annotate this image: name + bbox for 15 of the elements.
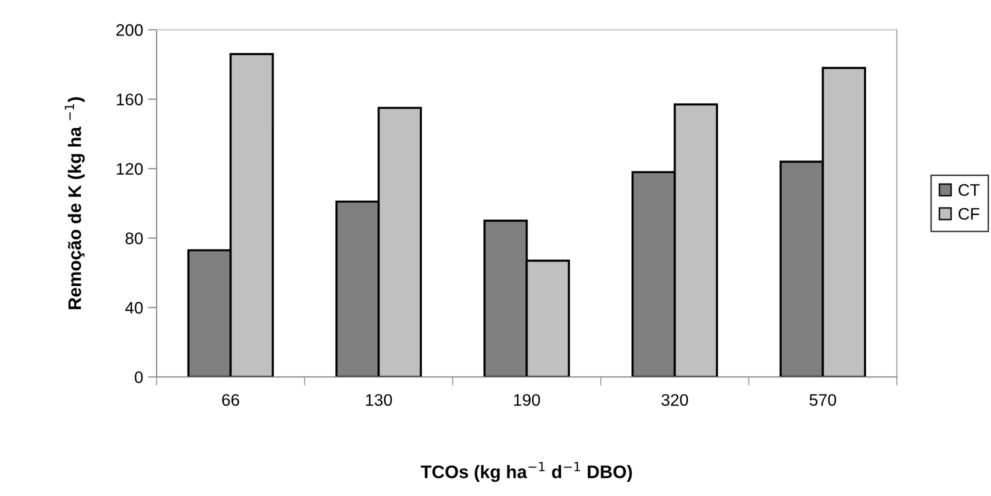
x-axis-title: TCOs (kg ha$^{−1}$ d$^{−1}$ DBO) — [420, 462, 632, 482]
y-tick-label: 40 — [125, 302, 143, 314]
x-tick-label: 570 — [810, 394, 836, 406]
y-tick-label: 120 — [116, 163, 143, 175]
y-tick-label: 200 — [116, 24, 143, 36]
legend-label: CF — [958, 208, 980, 220]
legend-label: CT — [958, 184, 980, 196]
x-tick-label: 130 — [366, 394, 392, 406]
x-tick-label: 190 — [514, 394, 540, 406]
y-tick-label: 160 — [116, 94, 143, 106]
y-tick-label: 0 — [134, 371, 143, 384]
x-tick-label: 66 — [222, 394, 240, 406]
y-axis-title: Remoção de K (kg ha $^{−1}$) — [64, 97, 85, 310]
y-tick-label: 80 — [126, 232, 143, 244]
x-tick-label: 320 — [662, 394, 688, 406]
